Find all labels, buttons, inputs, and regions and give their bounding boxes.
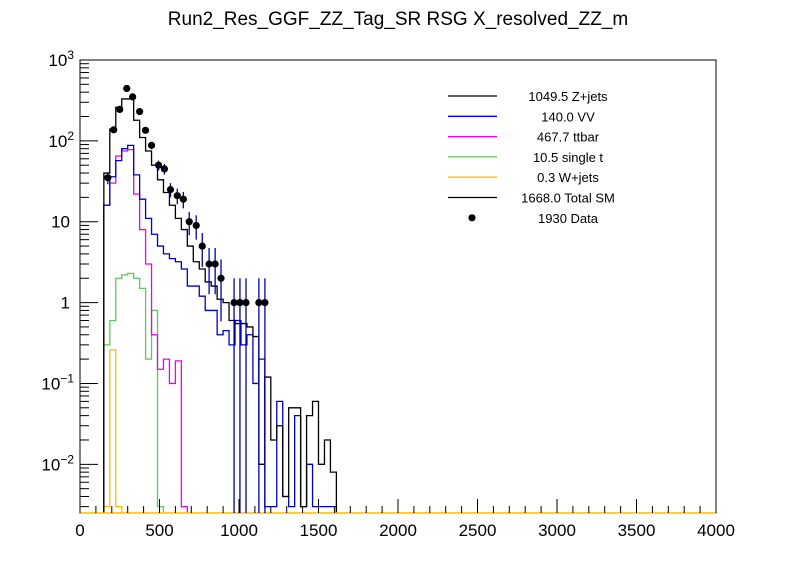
histogram-w-jets bbox=[103, 349, 123, 513]
legend-label: 1930 Data bbox=[538, 211, 599, 226]
legend-label: 1668.0 Total SM bbox=[521, 191, 615, 206]
data-point bbox=[116, 105, 124, 113]
axes: 0 500 1000 1500 2000 2500 3000 3500 400010310210… bbox=[41, 48, 735, 540]
x-tick-label: 500 bbox=[145, 521, 173, 540]
data-point bbox=[110, 126, 118, 134]
histogram-vv bbox=[103, 144, 338, 513]
x-tick-label: 1500 bbox=[300, 521, 338, 540]
legend: 1049.5 Z+jets 140.0 VV 467.7 ttbar 10.5 sin… bbox=[448, 89, 615, 226]
x-tick-label: 3500 bbox=[618, 521, 656, 540]
y-tick-label: 1 bbox=[61, 294, 70, 313]
data-point bbox=[166, 185, 175, 194]
data-point bbox=[261, 298, 269, 307]
x-tick-label: 3000 bbox=[538, 521, 576, 540]
data-point bbox=[129, 93, 137, 101]
y-tick-label: 10−2 bbox=[41, 452, 74, 474]
data-point bbox=[185, 218, 193, 226]
data-point bbox=[255, 298, 263, 307]
chart-title: Run2_Res_GGF_ZZ_Tag_SR RSG X_resolved_ZZ… bbox=[167, 9, 629, 30]
x-tick-label: 2000 bbox=[379, 521, 417, 540]
x-tick-label: 0 bbox=[75, 521, 84, 540]
legend-label: 0.3 W+jets bbox=[537, 170, 599, 185]
data-point bbox=[173, 192, 181, 200]
data-point bbox=[198, 242, 206, 250]
x-tick-label: 2500 bbox=[459, 521, 497, 540]
data-point bbox=[192, 221, 200, 230]
legend-label: 1049.5 Z+jets bbox=[528, 89, 608, 104]
data-point bbox=[205, 260, 213, 268]
histograms bbox=[80, 98, 716, 514]
data-point bbox=[141, 126, 150, 134]
legend-label: 10.5 single t bbox=[533, 150, 603, 165]
data-point bbox=[211, 260, 219, 268]
data-point bbox=[147, 141, 156, 149]
data-point bbox=[242, 298, 250, 307]
plot-frame bbox=[79, 59, 717, 514]
data-point bbox=[104, 174, 112, 182]
legend-label: 140.0 VV bbox=[541, 109, 595, 124]
data-point bbox=[123, 84, 131, 93]
y-tick-label: 102 bbox=[48, 129, 74, 151]
y-tick-label: 10 bbox=[51, 213, 70, 232]
data-point bbox=[230, 298, 238, 307]
data-point bbox=[179, 195, 187, 203]
data-point bbox=[154, 161, 163, 169]
histogram-total-sm bbox=[103, 98, 338, 513]
x-tick-label: 4000 bbox=[697, 521, 735, 540]
data-points bbox=[104, 84, 269, 513]
y-tick-label: 10−1 bbox=[41, 371, 74, 393]
histogram-single-t bbox=[103, 272, 165, 513]
legend-marker bbox=[468, 214, 476, 222]
y-tick-label: 103 bbox=[48, 48, 74, 70]
legend-label: 467.7 ttbar bbox=[537, 130, 600, 145]
data-point bbox=[236, 298, 244, 307]
data-point bbox=[217, 274, 225, 282]
data-point bbox=[160, 165, 169, 173]
x-tick-label: 1000 bbox=[220, 521, 258, 540]
data-point bbox=[136, 108, 144, 116]
